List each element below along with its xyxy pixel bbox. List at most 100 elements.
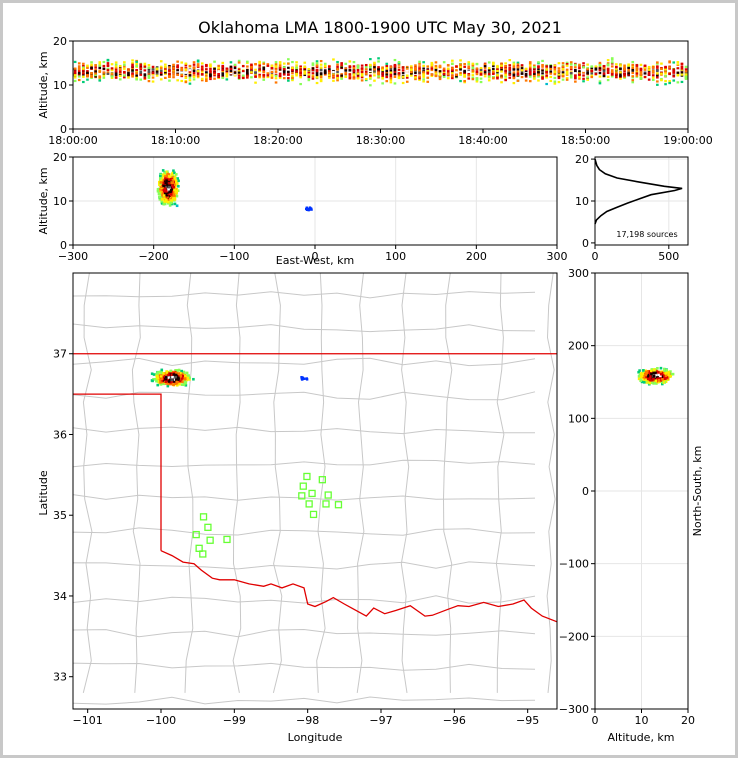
ew-altitude-panel: −300 −200 −100 0 100 200 300 0 10 20 East-West, k… <box>37 151 568 267</box>
county-line <box>73 391 536 401</box>
source-mark <box>192 61 196 64</box>
source-mark <box>344 69 348 72</box>
source-mark <box>643 66 647 69</box>
source-mark <box>168 66 171 69</box>
source-mark <box>270 76 274 79</box>
source-mark <box>578 63 581 66</box>
source-mark <box>114 65 118 68</box>
source-mark <box>483 69 487 72</box>
source-mark <box>151 68 155 71</box>
source-mark <box>418 69 421 72</box>
source-mark <box>303 70 307 73</box>
source-mark <box>196 70 200 73</box>
source-mark <box>520 69 524 72</box>
source-mark <box>651 66 655 69</box>
source-mark <box>479 70 483 73</box>
source-mark <box>393 69 397 72</box>
source-mark <box>176 65 179 69</box>
county-line <box>546 273 556 693</box>
source-mark <box>668 72 671 76</box>
source-mark <box>557 80 561 84</box>
source-mark <box>131 65 134 68</box>
source-mark <box>163 170 166 174</box>
source-mark <box>205 78 208 81</box>
source-mark <box>594 72 598 76</box>
source-mark <box>159 60 163 63</box>
source-mark <box>492 77 495 80</box>
source-mark <box>508 59 512 62</box>
source-mark <box>160 196 163 200</box>
source-mark <box>282 73 286 76</box>
source-mark <box>373 79 376 82</box>
source-mark <box>185 378 189 382</box>
source-mark <box>663 370 666 373</box>
source-mark <box>307 77 311 80</box>
source-mark <box>598 80 602 83</box>
source-mark <box>82 80 85 84</box>
source-mark <box>631 81 635 84</box>
source-mark <box>528 66 532 69</box>
source-mark <box>364 63 368 67</box>
source-mark <box>606 59 610 62</box>
source-mark <box>336 68 339 71</box>
source-mark <box>328 68 331 71</box>
source-mark <box>110 63 114 66</box>
county-line <box>73 494 536 501</box>
source-mark <box>487 74 491 77</box>
lma-stations <box>192 472 343 558</box>
source-mark <box>250 71 253 74</box>
source-mark <box>451 75 454 78</box>
source-mark <box>282 68 286 71</box>
source-mark <box>172 71 175 74</box>
source-mark <box>171 171 174 175</box>
source-mark <box>175 372 178 375</box>
source-mark <box>315 81 319 85</box>
source-mark <box>487 75 491 78</box>
source-mark <box>229 61 233 64</box>
source-mark <box>664 372 667 375</box>
source-mark <box>82 75 85 78</box>
source-mark <box>250 66 253 69</box>
source-mark <box>676 81 680 84</box>
source-mark <box>161 185 165 189</box>
source-mark <box>258 70 261 73</box>
source-mark <box>643 72 647 75</box>
source-mark <box>328 65 331 68</box>
source-mark <box>156 376 160 380</box>
source-mark <box>669 374 672 378</box>
source-mark <box>161 169 165 172</box>
source-mark <box>377 71 380 74</box>
source-mark <box>434 70 438 73</box>
source-mark <box>483 63 487 66</box>
source-mark <box>162 378 166 382</box>
source-mark <box>578 67 581 70</box>
source-mark <box>123 76 126 79</box>
source-mark <box>110 67 114 70</box>
source-mark <box>164 67 167 70</box>
source-mark <box>369 84 372 87</box>
source-mark <box>352 65 356 68</box>
source-mark <box>565 78 569 81</box>
source-mark <box>161 192 165 195</box>
ew-altitude-sources <box>156 169 313 212</box>
source-mark <box>131 63 134 66</box>
source-mark <box>114 71 118 74</box>
source-mark <box>165 190 168 193</box>
figure-frame: Oklahoma LMA 1800-1900 UTC May 30, 2021 … <box>3 3 735 755</box>
source-mark <box>553 70 557 73</box>
source-mark <box>177 179 180 183</box>
source-mark <box>451 68 454 71</box>
source-mark <box>303 73 307 77</box>
map-sources <box>150 368 309 388</box>
source-mark <box>176 72 179 75</box>
source-mark <box>426 76 430 79</box>
source-mark <box>319 72 323 75</box>
time-tick-label: 18:00:00 <box>48 134 97 147</box>
county-lines <box>73 273 556 705</box>
source-mark <box>254 74 257 77</box>
source-mark <box>627 63 630 66</box>
source-mark <box>516 66 520 69</box>
source-mark <box>565 61 569 64</box>
source-mark <box>237 59 241 62</box>
source-mark <box>147 69 151 72</box>
